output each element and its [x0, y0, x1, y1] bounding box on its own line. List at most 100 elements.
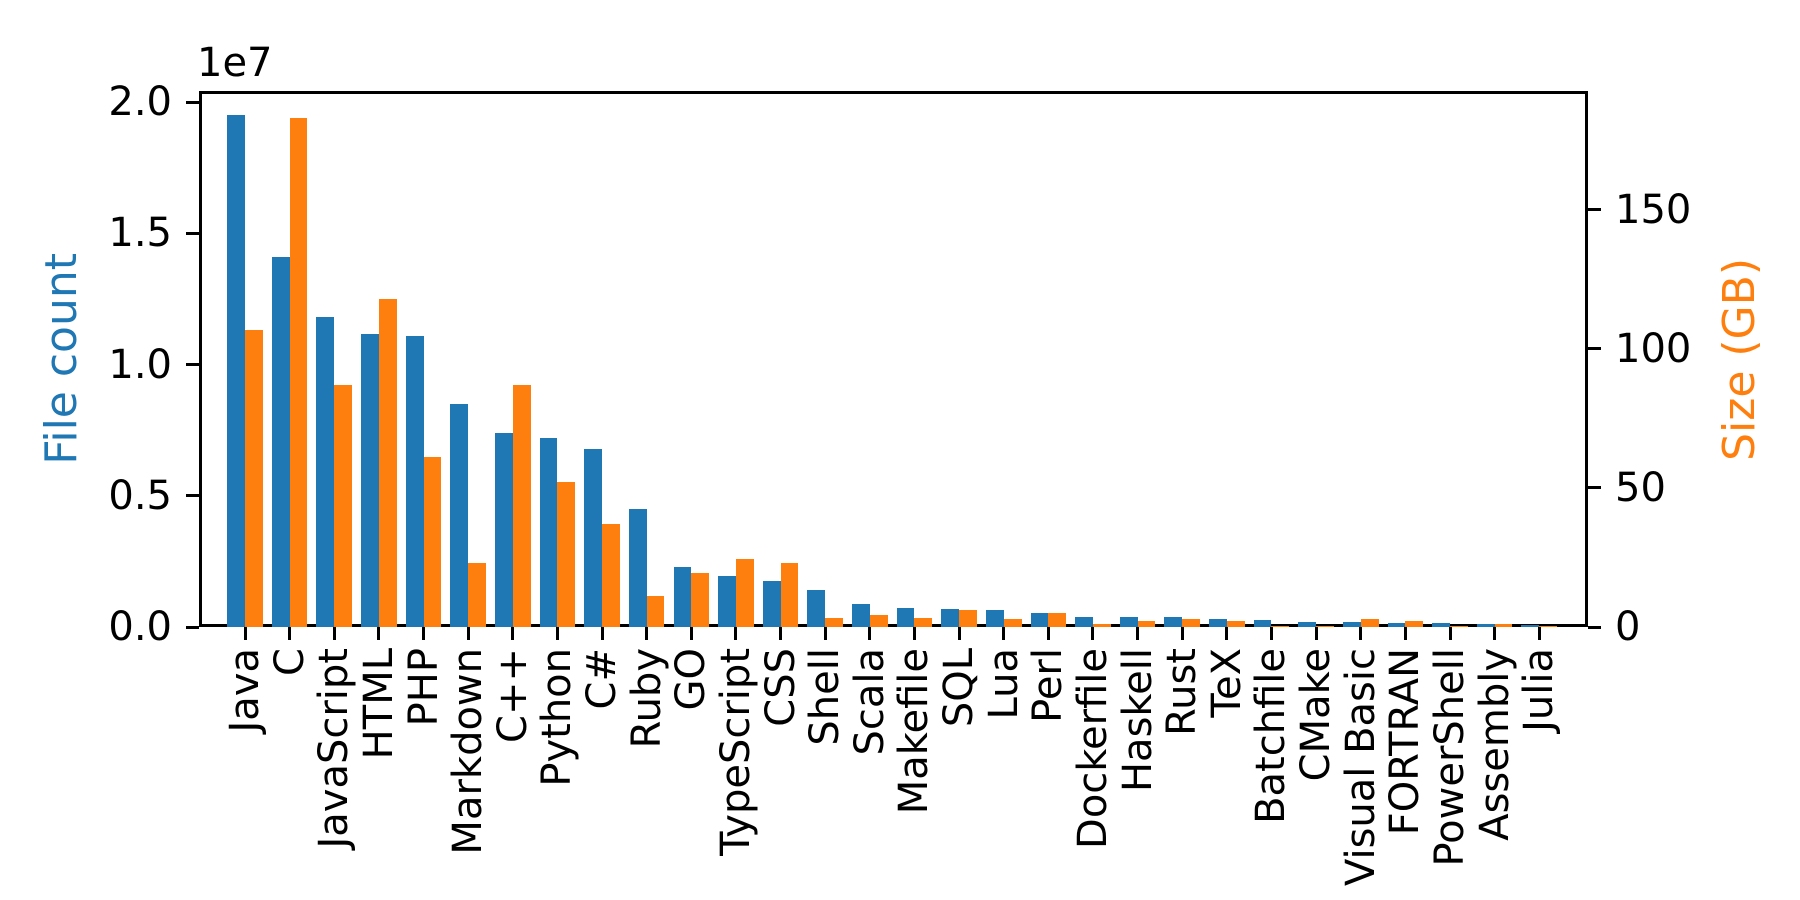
x-tick-label-julia: Julia [1516, 648, 1563, 732]
x-tick-typescript [734, 627, 738, 640]
y-left-tick-1.5 [186, 231, 199, 235]
bar-size-gb-c [289, 118, 308, 627]
x-tick-label-cmake: CMake [1293, 648, 1340, 782]
bar-file-count-c [271, 256, 290, 627]
y-right-tick-label-50: 50 [1615, 464, 1666, 511]
bar-file-count-makefile [896, 608, 915, 627]
y-left-tick-label-2.0: 2.0 [108, 79, 172, 126]
bar-file-count-css [762, 580, 781, 627]
y-right-tick-label-150: 150 [1615, 186, 1692, 233]
bar-file-count-html [361, 334, 379, 627]
x-tick-java [243, 627, 247, 640]
bar-size-gb-visual-basic [1360, 619, 1379, 627]
x-tick-label-go: GO [668, 648, 715, 711]
y-right-tick-100 [1588, 347, 1601, 351]
bar-file-count-javascript [316, 317, 335, 627]
x-tick-label-python: Python [534, 648, 581, 787]
x-tick-label-assembly: Assembly [1471, 648, 1518, 841]
y-left-tick-0.0 [186, 625, 199, 629]
bar-size-gb-cmake [1316, 626, 1334, 627]
bar-file-count-visual-basic [1342, 622, 1361, 627]
x-tick-powershell [1448, 627, 1452, 640]
bar-file-count-rust [1164, 617, 1183, 627]
bar-size-gb-lua [1003, 618, 1022, 627]
bar-size-gb-haskell [1137, 621, 1156, 627]
bar-file-count-scala [852, 604, 870, 627]
x-tick-assembly [1493, 627, 1497, 640]
x-tick-label-visual-basic: Visual Basic [1337, 648, 1384, 887]
x-tick-c- [600, 627, 604, 640]
x-tick-go [689, 627, 693, 640]
y-left-tick-1.0 [186, 363, 199, 366]
x-tick-markdown [466, 627, 470, 640]
bar-size-gb-fortran [1405, 621, 1424, 627]
bar-size-gb-ruby [646, 596, 665, 627]
x-tick-julia [1537, 627, 1541, 640]
x-tick-rust [1180, 627, 1184, 640]
bar-size-gb-rust [1182, 619, 1201, 627]
bar-file-count-perl [1030, 613, 1049, 627]
y-left-tick-label-1.0: 1.0 [108, 341, 172, 388]
x-tick-label-dockerfile: Dockerfile [1069, 648, 1116, 849]
bar-size-gb-dockerfile [1092, 623, 1111, 627]
bar-size-gb-makefile [914, 617, 933, 627]
bar-size-gb-javascript [334, 385, 353, 627]
bar-file-count-cmake [1298, 622, 1317, 627]
bar-size-gb-julia [1539, 626, 1558, 627]
x-tick-tex [1225, 627, 1229, 640]
bar-file-count-python [539, 438, 558, 627]
bar-file-count-batchfile [1253, 619, 1272, 627]
x-tick-python [555, 627, 559, 640]
bar-size-gb-assembly [1494, 623, 1513, 627]
bar-file-count-java [227, 115, 245, 627]
x-tick-label-html: HTML [355, 648, 402, 760]
x-tick-ruby [645, 627, 649, 640]
bar-size-gb-markdown [468, 563, 486, 627]
bar-size-gb-perl [1048, 613, 1067, 627]
x-tick-label-javascript: JavaScript [311, 648, 358, 849]
bar-size-gb-typescript [735, 558, 754, 627]
x-tick-haskell [1136, 627, 1140, 640]
x-tick-label-batchfile: Batchfile [1248, 648, 1295, 824]
bar-size-gb-powershell [1450, 625, 1468, 627]
x-tick-perl [1046, 627, 1050, 640]
bar-file-count-sql [941, 608, 960, 627]
x-tick-label-lua: Lua [980, 648, 1027, 720]
bar-file-count-fortran [1387, 622, 1406, 627]
x-tick-label-haskell: Haskell [1114, 648, 1161, 793]
x-tick-label-ruby: Ruby [623, 648, 670, 749]
bar-size-gb-c- [512, 385, 531, 627]
bar-size-gb-sql [959, 610, 977, 627]
bar-file-count-julia [1521, 625, 1540, 627]
bar-file-count-powershell [1432, 622, 1450, 627]
bar-size-gb-html [378, 298, 397, 627]
x-tick-makefile [912, 627, 916, 640]
x-tick-visual-basic [1359, 627, 1363, 640]
x-tick-label-powershell: PowerShell [1427, 648, 1473, 867]
bar-file-count-lua [985, 609, 1004, 627]
bar-file-count-tex [1209, 619, 1227, 627]
bar-file-count-ruby [628, 508, 647, 627]
x-tick-html [377, 627, 381, 640]
bar-file-count-shell [807, 590, 826, 627]
bar-file-count-assembly [1476, 624, 1495, 627]
x-tick-label-scala: Scala [846, 648, 893, 756]
y-left-tick-2.0 [186, 100, 199, 104]
x-tick-label-shell: Shell [802, 648, 849, 746]
x-tick-label-markdown: Markdown [445, 648, 492, 855]
x-tick-label-tex: TeX [1203, 648, 1250, 718]
bar-file-count-c- [494, 432, 513, 627]
y-right-tick-label-100: 100 [1615, 325, 1692, 372]
bar-file-count-dockerfile [1075, 616, 1093, 627]
y-right-tick-150 [1588, 208, 1601, 212]
x-tick-label-c-: C++ [489, 648, 536, 743]
x-tick-label-java: Java [222, 648, 268, 733]
x-tick-cmake [1314, 627, 1318, 640]
bar-size-gb-java [245, 329, 263, 627]
x-tick-c- [511, 627, 515, 640]
x-tick-label-rust: Rust [1159, 648, 1206, 736]
y-left-tick-label-0.0: 0.0 [108, 604, 172, 650]
x-tick-lua [1002, 627, 1006, 640]
right-axis-title: Size (GB) [1714, 257, 1765, 461]
bar-size-gb-shell [825, 618, 843, 627]
